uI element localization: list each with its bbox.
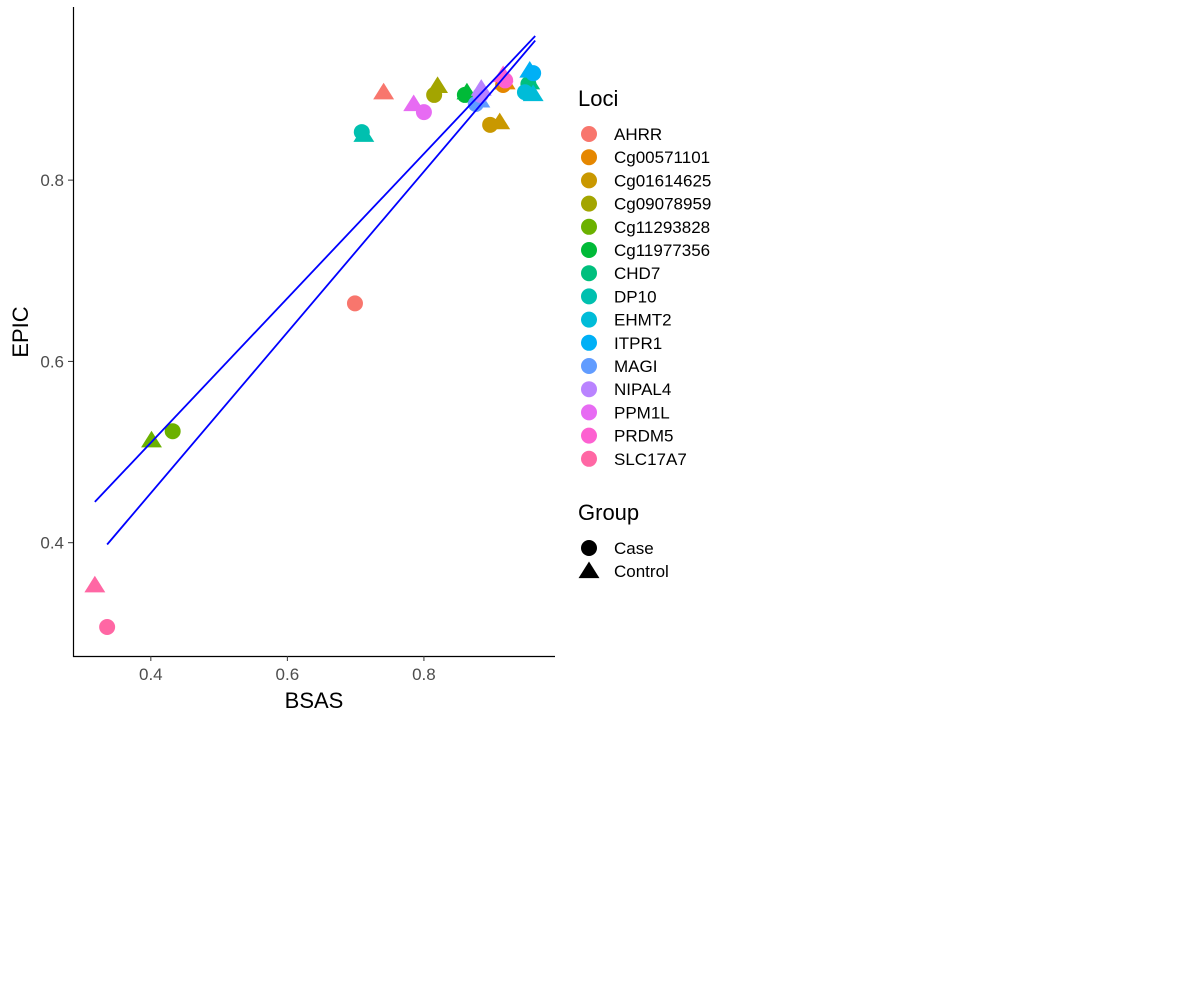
legend-key-magi [581,358,597,374]
legend-label: Control [614,562,669,581]
axis-ticks: 0.4 0.6 0.8 0.4 0.6 0.8 [40,171,435,684]
x-axis-title: BSAS [285,688,344,713]
data-point-cg09078959-control [427,76,449,93]
data-point-slc17a7-case [99,618,116,635]
x-tick-label: 0.6 [276,665,300,684]
data-point-ahrr-control [373,82,395,100]
data-point-dp10-control [353,125,375,142]
legend-label: Cg11977356 [614,241,710,260]
color-legend-title: Loci [578,86,618,111]
data-point-prdm5-control [492,65,514,83]
legend-label: Cg11293828 [614,218,710,237]
legend-key-dp10 [581,288,597,305]
legend-label: Case [614,539,654,558]
legend-key-ahrr [581,126,597,142]
legend-label: NIPAL4 [614,380,671,399]
data-point-ahrr-case [346,295,363,312]
legend-label: DP10 [614,287,657,306]
legend-key-cg01614625 [581,172,597,189]
legend-key-control [578,561,600,579]
y-axis-title: EPIC [8,306,33,357]
legend-key-chd7 [581,265,597,282]
legend-label: SLC17A7 [614,450,687,469]
fit-line-1 [94,35,536,503]
legend-key-nipal4 [581,381,597,398]
shape-legend-title: Group [578,500,639,525]
legend-label: PRDM5 [614,427,674,446]
plot-panel [84,35,544,635]
legend-key-slc17a7 [581,450,597,467]
data-point-ehmt2-control [522,84,544,102]
data-point-ppm1l-control [403,94,425,112]
data-point-slc17a7-control [84,575,106,593]
legend-label: EHMT2 [614,311,672,330]
legend-key-cg09078959 [581,195,597,212]
x-tick-label: 0.4 [139,665,163,684]
data-point-cg11293828-case [164,423,181,440]
legend-label: Cg09078959 [614,195,711,214]
legend-label: ITPR1 [614,334,662,353]
data-point-nipal4-control [470,79,492,96]
x-tick-label: 0.8 [412,665,436,684]
legend-key-case [581,540,597,556]
y-tick-label: 0.4 [40,534,64,553]
legend-key-itpr1 [581,334,597,351]
fit-line-2 [106,39,536,546]
data-point-cg11293828-control [141,430,162,448]
legend-label: MAGI [614,357,657,376]
legend-label: AHRR [614,125,662,144]
legend-label: Cg00571101 [614,148,710,167]
legend-key-prdm5 [581,427,597,444]
y-tick-label: 0.8 [40,171,64,190]
data-point-itpr1-control [519,60,541,78]
legend-key-cg11977356 [581,242,597,258]
legend-label: PPM1L [614,403,670,422]
legend-label: CHD7 [614,264,660,283]
legend-key-ppm1l [581,404,597,421]
legend-key-cg00571101 [581,149,597,166]
legend-label: Cg01614625 [614,171,711,190]
data-point-cg01614625-control [489,112,511,130]
legend: Loci AHRR Cg00571101 Cg01614625 Cg09078959 Cg… [578,86,711,581]
legend-key-ehmt2 [581,311,597,328]
y-tick-label: 0.6 [40,352,64,371]
legend-key-cg11293828 [581,218,597,235]
